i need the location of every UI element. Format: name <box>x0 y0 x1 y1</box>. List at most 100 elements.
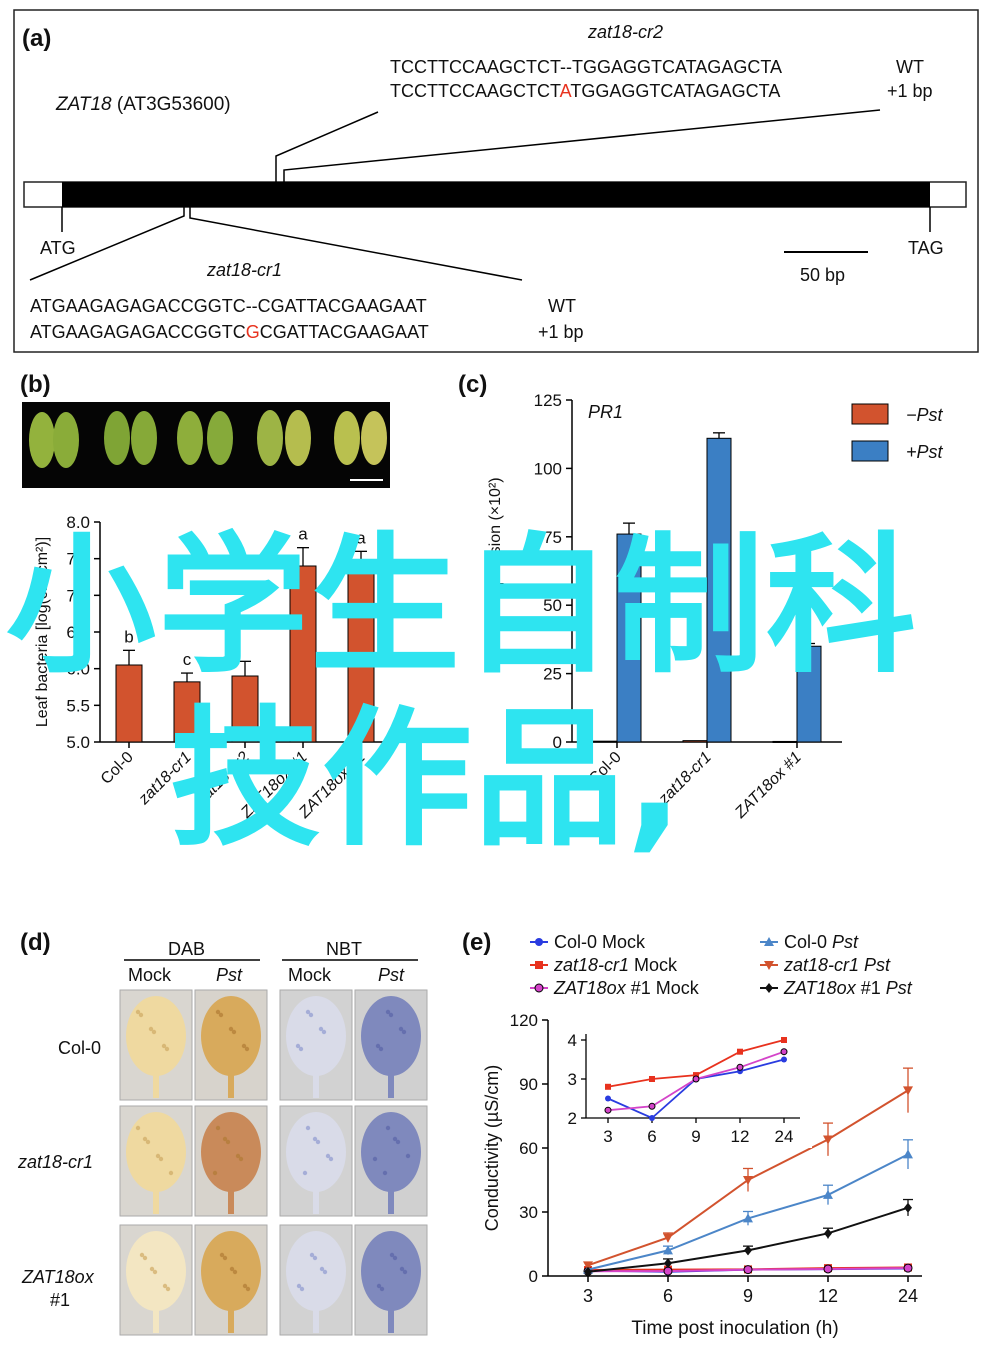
chart-e-y-tick-label: 60 <box>519 1139 538 1158</box>
chart-b-y-tick-label: 5.5 <box>66 696 90 715</box>
chart-e-point <box>764 961 774 970</box>
chart-b-y-tick-label: 7.5 <box>66 550 90 569</box>
stain-speck <box>321 1029 327 1035</box>
stain-speck <box>152 1269 158 1275</box>
chart-c-legend-label: +Pst <box>906 442 944 462</box>
stain-speck <box>222 1255 228 1261</box>
chart-e-point <box>780 1048 788 1056</box>
stained-leaf-petiole <box>388 1307 394 1333</box>
stain-speck <box>312 1136 318 1142</box>
chart-c-x-tick-label: ZAT18ox #1 <box>731 749 805 823</box>
chart-c-title: PR1 <box>588 402 623 422</box>
chart-e-point <box>693 1072 699 1079</box>
panel-e-label: (e) <box>462 929 491 956</box>
stain-speck <box>242 1283 248 1289</box>
chart-e-point <box>765 983 773 993</box>
stop-codon-label: TAG <box>908 238 944 258</box>
stain-speck <box>168 1170 174 1176</box>
chart-b-sig-letter: a <box>298 525 308 544</box>
stain-speck <box>328 1156 334 1162</box>
chart-c-y-tick-label: 50 <box>543 596 562 615</box>
leaf-photo-leaf <box>104 411 130 465</box>
stain-speck <box>389 1252 395 1258</box>
stained-leaf-petiole <box>228 1307 234 1333</box>
chart-e-point <box>664 1258 672 1269</box>
cr2-mut-seq: TCCTTCCAAGCTCTATGGAGGTCATAGAGCTA <box>390 81 780 101</box>
stain-speck <box>245 1286 251 1292</box>
stain-speck <box>318 1026 324 1032</box>
cr1-title: zat18-cr1 <box>206 260 282 280</box>
stain-speck <box>139 1252 145 1258</box>
stained-leaf-petiole <box>153 1188 159 1214</box>
cr2-mut-label: +1 bp <box>887 81 933 101</box>
chart-e-y-axis-label: Conductivity (µS/cm) <box>482 1065 502 1231</box>
chart-e-x-tick-label: 6 <box>663 1286 673 1306</box>
stain-speck <box>225 1139 231 1145</box>
leaf-photo-leaf <box>361 411 387 465</box>
stain-speck <box>215 1009 221 1015</box>
stain-speck <box>402 1269 408 1275</box>
cr2-wt-seq: TCCTTCCAAGCTCT--TGGAGGTCATAGAGCTA <box>390 57 782 77</box>
chart-e-point <box>605 1083 611 1090</box>
stain-speck <box>392 1136 398 1142</box>
chart-c-y-tick-label: 125 <box>534 391 562 410</box>
stain-speck <box>145 1139 151 1145</box>
stain-dab-label: DAB <box>168 939 205 959</box>
chart-e-legend-label: ZAT18ox #1 Mock <box>553 978 700 998</box>
panel-b-label: (b) <box>20 371 51 398</box>
leaf-photo-leaf <box>257 410 283 466</box>
gene-cds-box <box>62 182 930 207</box>
stain-speck <box>298 1046 304 1052</box>
cr2-wt-label: WT <box>896 57 924 77</box>
chart-c-bar <box>682 740 708 743</box>
stain-speck <box>392 1255 398 1261</box>
stained-leaf <box>286 1231 346 1311</box>
watermark-line-1: 小学生自制科 <box>6 520 919 694</box>
stain-speck <box>319 1266 325 1272</box>
stain-speck <box>302 1170 308 1176</box>
chart-b-bar <box>231 675 259 743</box>
leaf-photo-leaf <box>53 412 79 468</box>
stain-speck <box>295 1043 301 1049</box>
leaf-photo-leaf <box>285 410 311 466</box>
stain-nbt-label: NBT <box>326 939 362 959</box>
leaf-photo-leaf <box>131 411 157 465</box>
stain-speck <box>138 1012 144 1018</box>
stained-leaf-petiole <box>313 1307 319 1333</box>
chart-e-point <box>584 1266 592 1277</box>
chart-e-point <box>663 1233 673 1243</box>
stain-speck <box>222 1136 228 1142</box>
chart-b: 5.0 5.5 6.0 6.5 7.0 7.5 8.0 Leaf bacteria [log(… <box>34 513 390 822</box>
chart-e-point <box>764 937 774 946</box>
chart-b-y-tick-label: 6.0 <box>66 660 90 679</box>
panel-d: (d) DAB NBT Mock Pst Mock Pst Col-0 zat1… <box>17 929 428 1336</box>
chart-e-point <box>781 1037 787 1043</box>
chart-e-point <box>743 1176 753 1185</box>
row-label-ox-num: #1 <box>50 1290 70 1310</box>
leaf-photo-leaf <box>29 412 55 468</box>
chart-e-point <box>781 1056 787 1063</box>
stain-speck <box>151 1029 157 1035</box>
stain-speck <box>305 1009 311 1015</box>
chart-e-point <box>534 983 544 993</box>
chart-e-y-tick-label: 120 <box>510 1011 538 1030</box>
chart-e-point <box>649 1076 655 1082</box>
chart-e-inset-x-tick-label: 12 <box>731 1127 750 1146</box>
stained-leaf-petiole <box>388 1188 394 1214</box>
stain-speck <box>305 1125 311 1131</box>
stain-speck <box>228 1026 234 1032</box>
cr1-callout-left <box>29 207 185 281</box>
stain-speck <box>135 1009 141 1015</box>
chart-e-point <box>903 1086 913 1096</box>
row-label-col0: Col-0 <box>58 1038 101 1058</box>
chart-c-legend-swatch <box>851 440 889 462</box>
cr2-callout-right <box>283 109 881 182</box>
chart-b-sig-letter: b <box>124 627 133 646</box>
chart-e-point <box>649 1115 655 1121</box>
stain-speck <box>229 1266 235 1272</box>
leaf-photo-leaf <box>177 411 203 465</box>
chart-e-point <box>583 1261 593 1271</box>
stain-speck <box>312 1255 318 1261</box>
stained-leaf <box>201 1231 261 1311</box>
stain-speck <box>315 1139 321 1145</box>
